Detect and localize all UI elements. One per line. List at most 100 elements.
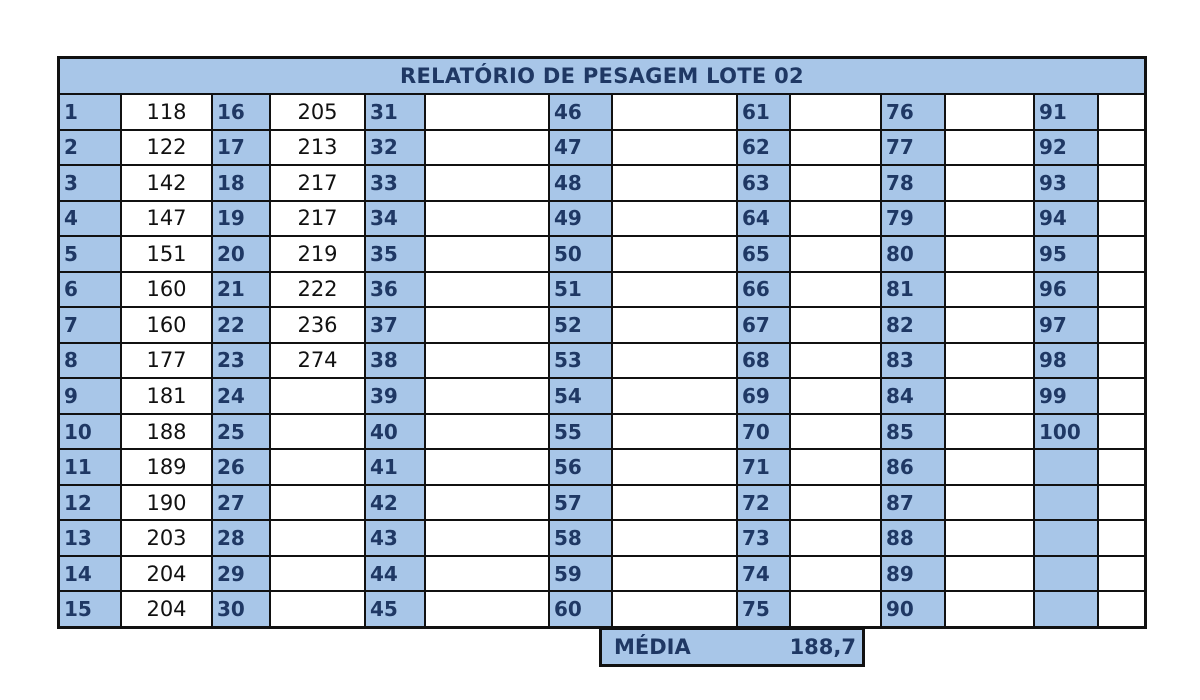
weight-value-cell (946, 485, 1033, 520)
animal-number-cell (1035, 485, 1097, 520)
animal-number-cell: 12 (60, 485, 120, 520)
weight-value-cell (946, 379, 1033, 413)
weight-value-cell: 160 (122, 272, 211, 307)
animal-number-cell: 23 (213, 343, 269, 378)
animal-number-cell: 57 (550, 485, 611, 520)
animal-number-cell: 36 (366, 272, 424, 307)
animal-number-cell: 69 (738, 379, 789, 413)
weight-value-cell: 219 (271, 237, 364, 271)
animal-number-cell: 53 (550, 343, 611, 378)
animal-number-cell: 66 (738, 272, 789, 307)
weight-value-cell (1099, 308, 1144, 342)
weight-value-cell (271, 485, 364, 520)
animal-number-cell: 44 (366, 556, 424, 591)
animal-number-cell: 97 (1035, 308, 1097, 342)
animal-number-cell: 54 (550, 379, 611, 413)
animal-number-cell: 74 (738, 556, 789, 591)
weight-value-cell (1099, 201, 1144, 236)
weight-value-cell: 118 (122, 95, 211, 129)
weight-value-cell (1099, 379, 1144, 413)
animal-number-cell: 24 (213, 379, 269, 413)
weight-value-cell (613, 556, 736, 591)
animal-number-cell: 9 (60, 379, 120, 413)
weight-value-cell (1099, 95, 1144, 129)
weight-value-cell (613, 414, 736, 449)
average-box: MÉDIA 188,7 (599, 627, 865, 667)
weight-value-cell (946, 272, 1033, 307)
weight-value-cell (613, 485, 736, 520)
weight-value-cell (791, 450, 880, 484)
animal-number-cell: 5 (60, 237, 120, 271)
weight-value-cell (791, 201, 880, 236)
weight-value-cell (791, 592, 880, 626)
animal-number-cell: 84 (882, 379, 944, 413)
animal-number-cell: 4 (60, 201, 120, 236)
animal-number-cell: 95 (1035, 237, 1097, 271)
animal-number-cell: 7 (60, 308, 120, 342)
weight-value-cell (426, 592, 548, 626)
weight-value-cell (271, 450, 364, 484)
animal-number-cell: 79 (882, 201, 944, 236)
animal-number-cell: 65 (738, 237, 789, 271)
animal-number-cell: 96 (1035, 272, 1097, 307)
weight-value-cell: 160 (122, 308, 211, 342)
animal-number-cell: 60 (550, 592, 611, 626)
weight-value-cell (1099, 237, 1144, 271)
weight-value-cell (1099, 414, 1144, 449)
animal-number-cell: 77 (882, 130, 944, 165)
weight-value-cell (613, 308, 736, 342)
average-value: 188,7 (789, 635, 856, 659)
weight-value-cell (613, 166, 736, 200)
weight-value-cell (946, 95, 1033, 129)
animal-number-cell: 47 (550, 130, 611, 165)
weight-value-cell (946, 414, 1033, 449)
weight-value-cell (271, 379, 364, 413)
weight-value-cell (946, 201, 1033, 236)
animal-number-cell: 48 (550, 166, 611, 200)
animal-number-cell: 45 (366, 592, 424, 626)
animal-number-cell: 62 (738, 130, 789, 165)
animal-number-cell: 92 (1035, 130, 1097, 165)
weight-value-cell (426, 556, 548, 591)
weight-value-cell (613, 130, 736, 165)
weight-value-cell: 217 (271, 166, 364, 200)
animal-number-cell: 83 (882, 343, 944, 378)
animal-number-cell: 13 (60, 521, 120, 555)
weight-value-cell (613, 343, 736, 378)
weight-value-cell (791, 272, 880, 307)
weight-value-cell (946, 556, 1033, 591)
weight-value-cell (613, 450, 736, 484)
weight-value-cell (791, 379, 880, 413)
report-title-bar: RELATÓRIO DE PESAGEM LOTE 02 (60, 59, 1144, 95)
weight-value-cell (426, 95, 548, 129)
animal-number-cell: 56 (550, 450, 611, 484)
animal-number-cell: 100 (1035, 414, 1097, 449)
animal-number-cell: 29 (213, 556, 269, 591)
weight-value-cell (1099, 556, 1144, 591)
weight-value-cell (613, 592, 736, 626)
weight-value-cell (946, 308, 1033, 342)
animal-number-cell: 58 (550, 521, 611, 555)
weight-value-cell (426, 485, 548, 520)
weight-value-cell (426, 379, 548, 413)
weight-value-cell (946, 592, 1033, 626)
animal-number-cell: 52 (550, 308, 611, 342)
animal-number-cell: 73 (738, 521, 789, 555)
animal-number-cell: 34 (366, 201, 424, 236)
weight-value-cell (1099, 521, 1144, 555)
weight-value-cell (946, 130, 1033, 165)
weight-value-cell (1099, 166, 1144, 200)
animal-number-cell: 49 (550, 201, 611, 236)
weight-value-cell (271, 592, 364, 626)
weight-value-cell: 188 (122, 414, 211, 449)
weight-value-cell (946, 450, 1033, 484)
animal-number-cell: 59 (550, 556, 611, 591)
weight-value-cell (1099, 130, 1144, 165)
animal-number-cell: 39 (366, 379, 424, 413)
animal-number-cell (1035, 521, 1097, 555)
animal-number-cell: 17 (213, 130, 269, 165)
weight-value-cell (271, 556, 364, 591)
animal-number-cell: 99 (1035, 379, 1097, 413)
animal-number-cell (1035, 592, 1097, 626)
animal-number-cell: 81 (882, 272, 944, 307)
